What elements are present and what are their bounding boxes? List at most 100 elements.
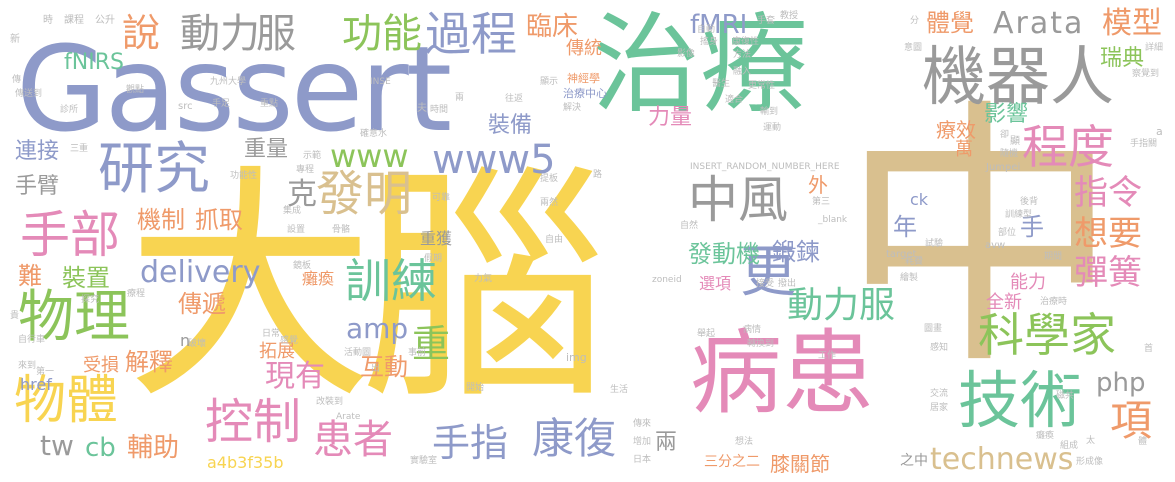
- word: 連接: [15, 139, 60, 164]
- word: img: [566, 351, 587, 364]
- word: 事前: [408, 348, 427, 358]
- word: 年: [893, 213, 917, 241]
- word: 貴: [10, 311, 20, 321]
- word: 療程: [127, 289, 146, 299]
- word: 組成: [1060, 441, 1079, 451]
- word: 手套: [757, 16, 776, 26]
- word: 設置: [287, 225, 306, 235]
- word: 鏡板: [293, 261, 312, 271]
- word: 力量: [648, 105, 693, 130]
- word: 生活: [610, 385, 629, 395]
- word: 項: [1110, 396, 1153, 445]
- word: 患者: [313, 417, 393, 463]
- word: 控制: [205, 394, 302, 450]
- word: 第三: [812, 197, 831, 207]
- word: target: [886, 249, 917, 260]
- word: 詳細: [1145, 43, 1164, 53]
- word: 提板: [540, 174, 559, 184]
- word: 受損: [83, 355, 119, 376]
- word: 說: [122, 11, 161, 55]
- word: 重點: [260, 99, 279, 109]
- word: 程度: [1022, 120, 1114, 174]
- word: 察覺到: [1132, 69, 1160, 79]
- word: 療效: [936, 118, 976, 142]
- word: 手: [1020, 213, 1044, 241]
- word: 診所: [60, 105, 79, 115]
- word: 能力: [1010, 272, 1046, 293]
- word: 運動: [763, 123, 782, 133]
- word: 傳: [12, 75, 22, 85]
- word: 體覺: [926, 9, 974, 37]
- word: 訓練型: [1005, 210, 1033, 220]
- word: 確意水: [360, 129, 388, 139]
- word: 假期: [424, 254, 443, 264]
- word: 觀點: [126, 85, 145, 95]
- word: 日常: [262, 329, 281, 339]
- word: 技術: [958, 364, 1083, 437]
- word: 康復: [532, 414, 617, 463]
- word: 選項: [699, 274, 732, 293]
- word: 繪製: [900, 273, 919, 283]
- word: 體: [1138, 437, 1148, 447]
- word: 日本: [633, 455, 652, 465]
- word: 時: [43, 15, 53, 26]
- word: 手足: [212, 99, 231, 109]
- word: 耗費: [905, 257, 924, 267]
- word: n: [180, 331, 191, 350]
- word: 九州大學: [210, 77, 247, 87]
- word: 康復性: [732, 37, 760, 47]
- word: ck: [910, 190, 929, 209]
- word: 重量: [244, 137, 289, 162]
- word: 舉起: [697, 329, 716, 339]
- word: 顯: [1010, 136, 1020, 147]
- word: 物理: [18, 285, 130, 350]
- word: 物體: [14, 371, 119, 431]
- word: 撥出: [778, 279, 797, 289]
- word: 往返: [505, 94, 524, 104]
- word: 公升: [95, 15, 115, 26]
- word: INSERT_RANDOM_NUMBER_HERE: [690, 162, 840, 172]
- word: 重獲: [420, 229, 453, 248]
- word: avw: [985, 240, 1006, 251]
- word: 傳送到: [15, 89, 43, 99]
- word: 融入: [733, 67, 752, 77]
- word: delivery: [140, 255, 261, 290]
- word: 發明: [316, 166, 413, 222]
- word: Jumpei: [986, 162, 1021, 173]
- word: 分: [910, 16, 920, 26]
- word: 鍛鍊: [772, 238, 820, 266]
- word: 傳來: [633, 419, 652, 429]
- word: 克: [287, 177, 317, 212]
- word: 抓取: [195, 206, 243, 234]
- word: Gassert: [16, 20, 452, 158]
- word: 居家: [930, 403, 949, 413]
- word: 輔助: [127, 433, 180, 463]
- word: 兩然: [540, 198, 559, 208]
- word: 專程: [296, 165, 315, 175]
- word: 新: [10, 34, 20, 45]
- word: INSE: [370, 77, 391, 87]
- word: 神經學: [567, 72, 600, 85]
- word: 顯示: [540, 77, 559, 87]
- word: 發動機: [688, 240, 760, 268]
- word: 科學家: [978, 308, 1116, 362]
- word: 互動: [360, 353, 408, 381]
- word: a: [1156, 125, 1163, 138]
- word: 方法: [733, 50, 752, 60]
- word: 現有: [265, 359, 325, 394]
- word: 研究: [98, 137, 210, 202]
- word: 兩: [655, 430, 678, 455]
- word: 服: [256, 11, 296, 57]
- word: 手部: [20, 206, 120, 264]
- word: 大腦: [126, 145, 608, 433]
- word: 機器人: [922, 41, 1114, 115]
- word: 隨機: [1000, 149, 1019, 159]
- word: 改裝到: [316, 397, 344, 407]
- word: 彈簧: [1074, 253, 1142, 293]
- word: 影響: [984, 102, 1029, 127]
- word: 醫生: [712, 79, 731, 89]
- word: 集成: [283, 206, 302, 216]
- word: 示範: [303, 151, 322, 161]
- word: 感覺: [280, 336, 299, 346]
